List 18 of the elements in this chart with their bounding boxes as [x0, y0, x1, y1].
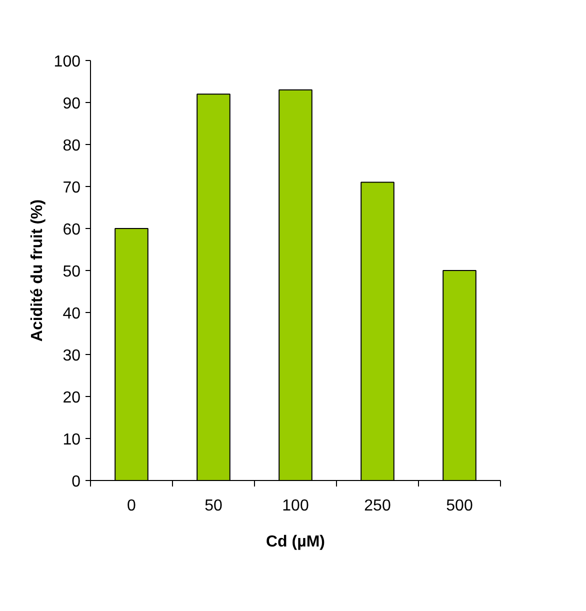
x-tick-label: 100: [282, 498, 309, 514]
y-tick-label: 80: [62, 138, 81, 154]
y-tick-label: 0: [72, 474, 81, 490]
y-tick-label: 60: [62, 222, 81, 238]
y-tick-label: 40: [62, 306, 81, 322]
y-tick-label: 70: [62, 180, 81, 196]
y-tick-label: 10: [62, 432, 81, 448]
y-tick-label: 50: [62, 264, 81, 280]
y-tick-label: 100: [54, 54, 81, 70]
y-tick-label: 30: [62, 348, 81, 364]
x-tick-label: 0: [127, 498, 136, 514]
x-axis-title: Cd (µM): [266, 534, 325, 550]
y-tick-label: 90: [62, 96, 81, 112]
x-tick-label: 250: [364, 498, 391, 514]
x-tick-label: 50: [204, 498, 222, 514]
x-tick-label: 500: [446, 498, 473, 514]
y-tick-label: 20: [62, 390, 81, 406]
y-axis-title: Acidité du fruit (%): [28, 199, 46, 342]
